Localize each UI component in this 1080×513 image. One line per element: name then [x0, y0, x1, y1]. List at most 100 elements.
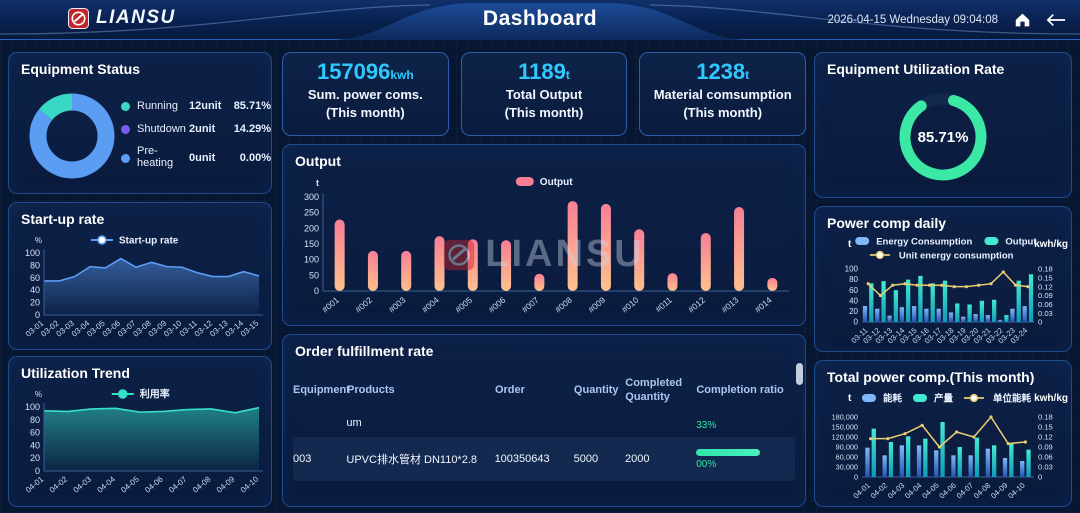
svg-text:40: 40 — [30, 285, 40, 295]
col-equipment: Equipment — [293, 384, 350, 397]
order-table: Equipment Products Order Quantity Comple… — [283, 361, 805, 481]
svg-text:60: 60 — [30, 273, 40, 283]
svg-text:#012: #012 — [686, 295, 707, 315]
legend-units: 0unit — [189, 152, 216, 164]
svg-text:250: 250 — [304, 208, 319, 218]
svg-text:t: t — [848, 393, 852, 404]
svg-text:04-06: 04-06 — [143, 474, 165, 494]
table-row: um 33% — [293, 417, 795, 437]
stat-value: 157096kwh — [316, 59, 414, 84]
legend-percent: 14.29% — [233, 123, 271, 136]
utilization-gauge-chart: 85.71% — [899, 93, 987, 181]
table-cell: 2000 — [625, 453, 650, 465]
legend-dot-icon — [121, 124, 130, 134]
svg-text:kwh/kg: kwh/kg — [1034, 239, 1068, 250]
svg-text:04-08: 04-08 — [191, 474, 213, 494]
svg-text:04-02: 04-02 — [869, 481, 889, 501]
svg-text:40: 40 — [30, 440, 40, 450]
svg-text:kwh/kg: kwh/kg — [1034, 393, 1068, 404]
svg-text:100: 100 — [25, 402, 40, 412]
svg-text:80: 80 — [849, 275, 858, 284]
legend-item[interactable]: Running 12unit 85.71% — [121, 100, 271, 112]
svg-text:180,000: 180,000 — [832, 413, 858, 422]
svg-text:300: 300 — [304, 192, 319, 202]
svg-text:0.09: 0.09 — [1038, 291, 1053, 300]
startup-rate-panel: Start-up rate 0 20 40 60 80 100 03-01 03-02 03-0… — [8, 202, 272, 350]
equipment-status-title: Equipment Status — [21, 61, 141, 77]
svg-text:50: 50 — [309, 270, 319, 280]
svg-text:#009: #009 — [586, 295, 607, 315]
completion-ratio-cell: 00% — [696, 448, 795, 470]
brand-name: LIANSU — [96, 7, 176, 28]
table-row[interactable]: 003 UPVC排水管材 DN110*2.8 100350643 5000 2000 00… — [293, 437, 795, 481]
svg-text:150: 150 — [304, 239, 319, 249]
stat-card-output: 1189t Total Output (This month) — [460, 52, 628, 136]
svg-text:产量: 产量 — [934, 392, 954, 404]
order-fulfillment-panel: Order fulfillment rate Equipment Product… — [282, 334, 806, 507]
liansu-logo-icon — [68, 7, 89, 29]
svg-text:60: 60 — [849, 286, 858, 295]
output-title: Output — [295, 153, 341, 169]
svg-text:20: 20 — [30, 298, 40, 308]
legend-item[interactable]: Pre-heating 0unit 0.00% — [121, 146, 271, 169]
legend-units: 12unit — [189, 100, 222, 113]
svg-text:04-05: 04-05 — [119, 474, 141, 494]
stat-sublabel: (This month) — [504, 105, 584, 121]
svg-text:04-03: 04-03 — [72, 474, 94, 494]
back-arrow-icon[interactable] — [1046, 10, 1066, 30]
legend-item[interactable]: Shutdown 2unit 14.29% — [121, 123, 271, 135]
startup-rate-title: Start-up rate — [21, 211, 105, 227]
svg-text:100: 100 — [25, 248, 40, 258]
svg-text:04-04: 04-04 — [95, 474, 117, 494]
col-products: Products — [347, 384, 395, 397]
svg-text:0.03: 0.03 — [1038, 309, 1053, 318]
table-cell: 5000 — [573, 453, 599, 465]
svg-text:0: 0 — [854, 318, 859, 327]
col-completed-quantity: Completed Quantity — [625, 377, 683, 403]
svg-text:150,000: 150,000 — [832, 423, 858, 432]
equipment-utilization-title: Equipment Utilization Rate — [827, 61, 1005, 77]
svg-text:#014: #014 — [753, 295, 774, 315]
table-cell: 100350643 — [494, 453, 550, 465]
legend-dot-icon — [121, 153, 130, 163]
page-title: Dashboard — [482, 7, 598, 30]
total-power-title: Total power comp.(This month) — [827, 369, 1035, 385]
svg-text:20: 20 — [849, 307, 858, 316]
svg-text:04-01: 04-01 — [851, 481, 871, 501]
col-quantity: Quantity — [573, 384, 619, 397]
svg-text:04-04: 04-04 — [903, 481, 923, 501]
ratio-text: 33% — [696, 420, 717, 431]
svg-text:40: 40 — [849, 296, 858, 305]
svg-text:Start-up rate: Start-up rate — [119, 236, 179, 247]
svg-text:0: 0 — [314, 286, 319, 296]
svg-text:#002: #002 — [353, 295, 374, 315]
scrollbar-thumb[interactable] — [796, 363, 803, 385]
svg-text:04-05: 04-05 — [920, 481, 940, 501]
stat-cards-row: 157096kwh Sum. power coms. (This month) … — [282, 52, 807, 136]
progress-bar — [696, 448, 761, 456]
table-cell: UPVC排水管材 DN110*2.8 — [346, 454, 478, 466]
svg-text:0.09: 0.09 — [1038, 443, 1053, 452]
svg-text:20: 20 — [30, 453, 40, 463]
svg-text:04-02: 04-02 — [48, 474, 70, 494]
svg-text:30,000: 30,000 — [836, 463, 858, 472]
svg-text:60: 60 — [30, 428, 40, 438]
equipment-utilization-panel: Equipment Utilization Rate 85.71% — [814, 52, 1072, 198]
svg-text:Energy Consumption: Energy Consumption — [876, 236, 972, 247]
col-order: Order — [494, 384, 525, 397]
svg-text:0.06: 0.06 — [1038, 453, 1053, 462]
stat-sublabel: (This month) — [683, 105, 763, 121]
svg-text:0: 0 — [1038, 318, 1042, 327]
svg-text:85.71%: 85.71% — [918, 129, 969, 146]
svg-text:0.03: 0.03 — [1038, 463, 1053, 472]
ratio-text: 00% — [696, 458, 717, 470]
svg-text:04-07: 04-07 — [167, 474, 189, 494]
svg-text:04-10: 04-10 — [239, 474, 261, 494]
brand-logo: LIANSU — [68, 7, 176, 29]
home-icon[interactable] — [1012, 10, 1032, 30]
total-power-panel: Total power comp.(This month) 0 30,000 60,… — [814, 360, 1072, 507]
svg-text:0.06: 0.06 — [1038, 300, 1053, 309]
svg-text:0: 0 — [35, 310, 40, 320]
